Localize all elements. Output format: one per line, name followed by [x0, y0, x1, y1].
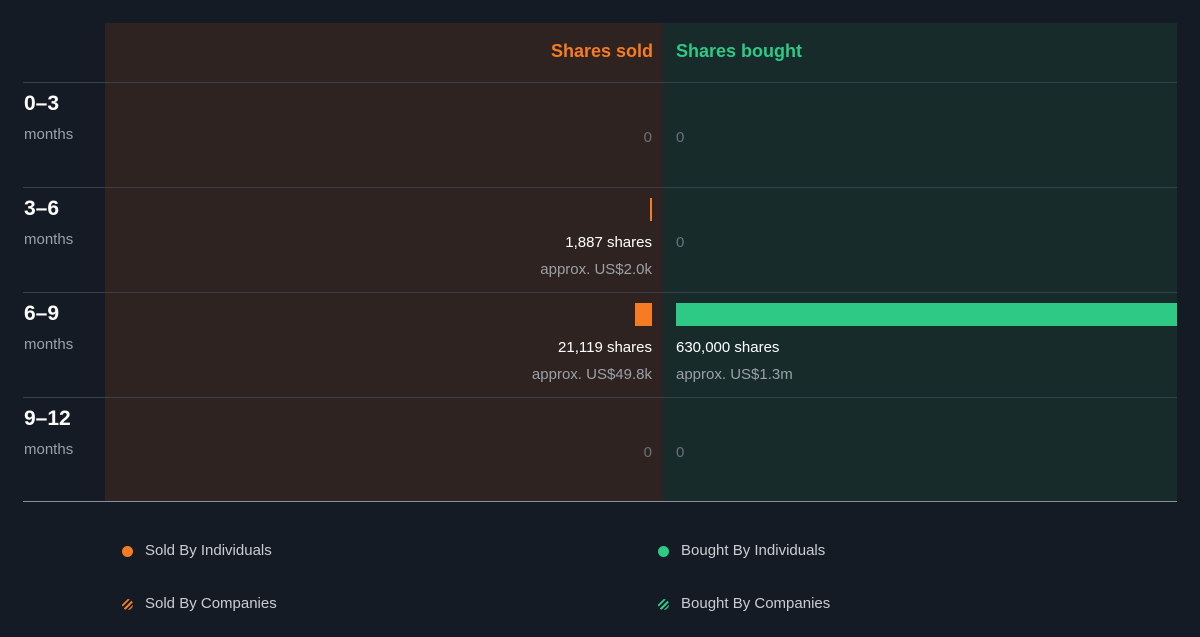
bought-bar [676, 303, 1177, 326]
period-label: 0–3 [24, 92, 60, 115]
sold-value: 0 [643, 444, 652, 461]
orange-dot-icon [122, 545, 133, 557]
sold-value: 0 [643, 129, 652, 146]
striped-orange-dot-icon [122, 598, 133, 610]
period-label: 3–6 [24, 197, 60, 220]
shares-sold-panel [105, 23, 663, 501]
row-divider [23, 187, 1177, 188]
legend-label: Bought By Individuals [681, 542, 826, 559]
sold-value: 1,887 shares [565, 234, 652, 251]
bought-value: 0 [676, 129, 685, 146]
chart-baseline [23, 501, 1177, 502]
bought-value: 630,000 shares [676, 339, 780, 356]
bought-value: 0 [676, 444, 685, 461]
shares-sold-header: Shares sold [550, 41, 653, 61]
sold-approx-value: approx. US$2.0k [540, 261, 652, 278]
sold-bar [635, 303, 652, 326]
green-dot-icon [658, 545, 669, 557]
period-unit: months [24, 231, 74, 248]
legend-bought-companies[interactable]: Bought By Companies [658, 595, 830, 613]
striped-green-dot-icon [658, 598, 669, 610]
legend-label: Sold By Individuals [145, 542, 272, 559]
sold-value: 21,119 shares [558, 339, 652, 356]
sold-approx-value: approx. US$49.8k [531, 366, 652, 383]
legend-sold-companies[interactable]: Sold By Companies [122, 595, 277, 613]
row-divider [23, 397, 1177, 398]
shares-bought-panel [663, 23, 1177, 501]
bought-approx-value: approx. US$1.3m [676, 366, 793, 383]
period-label: 9–12 [24, 407, 71, 430]
legend-label: Bought By Companies [681, 595, 831, 612]
period-label: 6–9 [24, 302, 60, 325]
row-divider [23, 82, 1177, 83]
period-unit: months [24, 336, 74, 353]
period-unit: months [24, 441, 74, 458]
shares-bought-header: Shares bought [676, 41, 803, 61]
legend-sold-individuals[interactable]: Sold By Individuals [122, 542, 272, 560]
period-unit: months [24, 126, 74, 143]
legend-label: Sold By Companies [145, 595, 277, 612]
sold-bar [650, 198, 652, 221]
legend-bought-individuals[interactable]: Bought By Individuals [658, 542, 825, 560]
bought-value: 0 [676, 234, 685, 251]
row-divider [23, 292, 1177, 293]
